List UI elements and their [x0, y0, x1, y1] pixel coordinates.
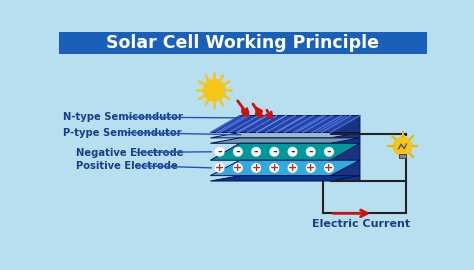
Circle shape	[270, 147, 279, 156]
Text: +: +	[306, 163, 315, 173]
Circle shape	[325, 147, 333, 156]
Polygon shape	[210, 116, 360, 133]
Circle shape	[288, 147, 297, 156]
Text: +: +	[288, 163, 297, 173]
Text: P-type Semicondutor: P-type Semicondutor	[63, 127, 182, 137]
Polygon shape	[330, 116, 360, 181]
Bar	[59, 32, 427, 54]
Text: +: +	[324, 163, 334, 173]
Text: Negative Electrode: Negative Electrode	[76, 147, 184, 157]
Text: +: +	[233, 163, 243, 173]
Polygon shape	[210, 133, 360, 138]
Text: +: +	[252, 163, 261, 173]
Text: Electric Current: Electric Current	[312, 219, 410, 229]
Text: N-type Semicondutor: N-type Semicondutor	[63, 112, 183, 122]
Circle shape	[393, 137, 412, 156]
Circle shape	[203, 79, 225, 101]
Circle shape	[325, 164, 333, 172]
Circle shape	[252, 147, 260, 156]
Text: -: -	[327, 147, 331, 157]
Circle shape	[215, 164, 224, 172]
Polygon shape	[210, 138, 360, 143]
Polygon shape	[210, 143, 360, 160]
Text: -: -	[290, 147, 295, 157]
Text: -: -	[236, 147, 240, 157]
Circle shape	[234, 164, 242, 172]
Text: Solar Cell Working Principle: Solar Cell Working Principle	[107, 34, 379, 52]
Text: +: +	[270, 163, 279, 173]
Circle shape	[215, 147, 224, 156]
Circle shape	[234, 147, 242, 156]
Text: +: +	[215, 163, 224, 173]
Text: -: -	[218, 147, 222, 157]
Circle shape	[288, 164, 297, 172]
Circle shape	[252, 164, 260, 172]
Circle shape	[270, 164, 279, 172]
Text: -: -	[309, 147, 313, 157]
Text: -: -	[272, 147, 277, 157]
Polygon shape	[210, 160, 360, 176]
Circle shape	[307, 147, 315, 156]
Text: Positive Electrode: Positive Electrode	[76, 161, 178, 171]
Bar	[400, 154, 406, 158]
Circle shape	[307, 164, 315, 172]
Polygon shape	[210, 176, 360, 181]
Text: -: -	[254, 147, 258, 157]
